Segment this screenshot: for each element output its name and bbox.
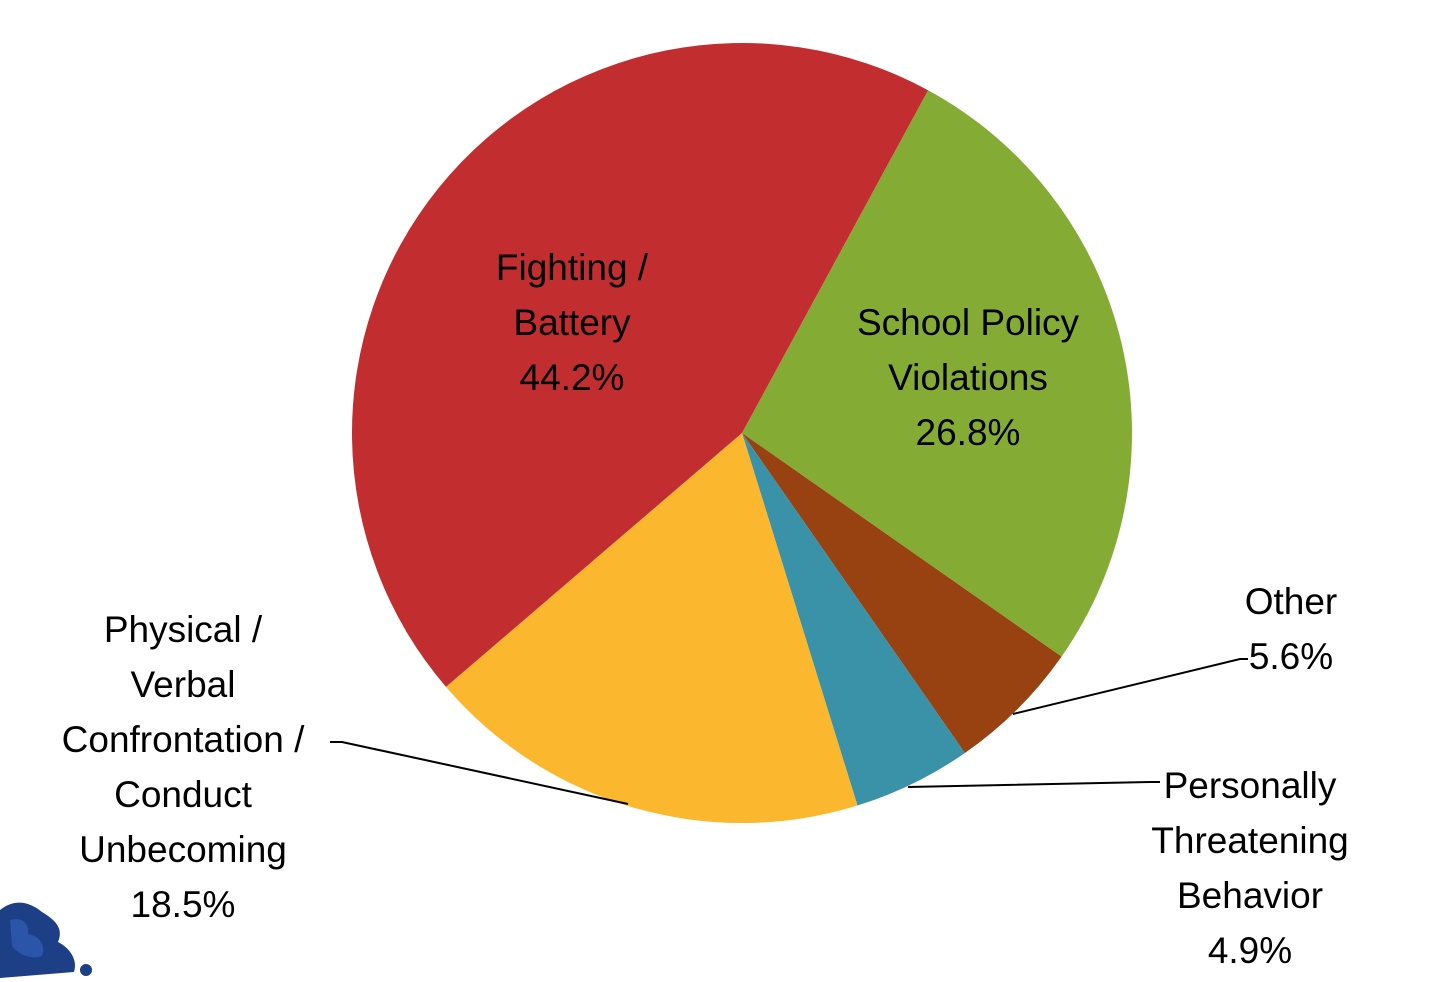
- pie-slice-4: [351, 42, 929, 687]
- slice-value-label: 5.6%: [1249, 636, 1333, 677]
- pie-slice-1: [742, 433, 1062, 754]
- slice-name-line: Unbecoming: [79, 829, 287, 870]
- slice-name-line: School Policy: [857, 302, 1080, 343]
- slice-name-line: Other: [1245, 581, 1338, 622]
- slice-name-line: Confrontation /: [62, 719, 305, 760]
- slice-label-3: Physical / Verbal Confrontation / Conduct Un…: [62, 609, 305, 925]
- slice-value-label: 26.8%: [916, 412, 1021, 453]
- pie-slice-3: [445, 433, 858, 824]
- slice-label-2: Personally Threatening Behavior 4.9%: [1151, 765, 1348, 971]
- slice-name-line: Fighting /: [496, 247, 649, 288]
- logo-fragment: [0, 902, 92, 978]
- slice-value-label: 44.2%: [520, 357, 625, 398]
- slice-label-1: Other 5.6%: [1245, 581, 1338, 677]
- slice-name-line: Physical /: [104, 609, 263, 650]
- slice-label-0: School Policy Violations 26.8%: [857, 302, 1080, 453]
- leader-line-2: [907, 781, 1160, 788]
- slice-label-4: Fighting / Battery 44.2%: [496, 247, 649, 398]
- slice-name-line: Threatening: [1151, 820, 1348, 861]
- slice-name-line: Battery: [513, 302, 631, 343]
- slice-name-line: Verbal: [131, 664, 236, 705]
- slice-value-label: 4.9%: [1208, 930, 1292, 971]
- slice-name-line: Conduct: [114, 774, 253, 815]
- pie-slice-0: [742, 90, 1133, 657]
- pie-slices: [351, 42, 1133, 824]
- slice-value-label: 18.5%: [131, 884, 236, 925]
- slice-name-line: Behavior: [1177, 875, 1323, 916]
- pie-slice-2: [742, 433, 965, 806]
- leader-line-3: [330, 741, 629, 805]
- slice-name-line: Personally: [1164, 765, 1337, 806]
- slice-labels: School Policy Violations 26.8% Other 5.6% Per…: [62, 247, 1349, 971]
- slice-name-line: Violations: [888, 357, 1048, 398]
- leader-lines: [330, 658, 1248, 805]
- leader-line-1: [1012, 658, 1248, 715]
